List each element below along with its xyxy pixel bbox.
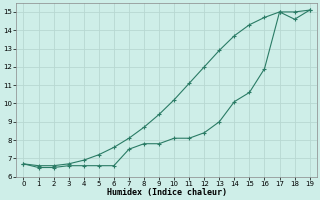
X-axis label: Humidex (Indice chaleur): Humidex (Indice chaleur) <box>107 188 227 197</box>
